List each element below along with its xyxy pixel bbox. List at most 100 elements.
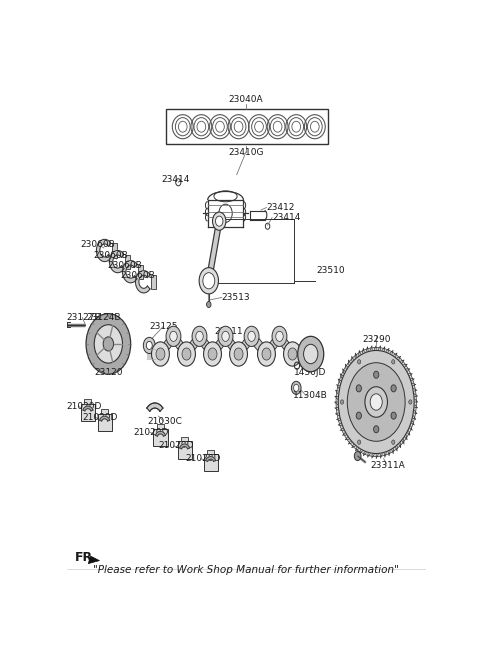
Circle shape (391, 412, 396, 419)
Text: 23111: 23111 (215, 327, 243, 336)
Text: 23513: 23513 (222, 293, 251, 302)
Text: 21020D: 21020D (83, 413, 118, 422)
Polygon shape (266, 329, 279, 360)
Circle shape (358, 359, 361, 364)
Text: 23414: 23414 (272, 213, 300, 222)
Text: 23311A: 23311A (371, 461, 406, 470)
Circle shape (272, 326, 287, 346)
Text: 23125: 23125 (149, 321, 178, 331)
Text: 23060B: 23060B (94, 251, 128, 260)
Circle shape (288, 348, 297, 360)
Text: 23060B: 23060B (120, 271, 155, 280)
Text: 23412: 23412 (266, 203, 295, 212)
Circle shape (203, 273, 215, 289)
Circle shape (146, 341, 152, 350)
Bar (84, 400, 91, 403)
Circle shape (392, 359, 395, 364)
Circle shape (196, 331, 203, 341)
Polygon shape (122, 260, 137, 283)
Polygon shape (100, 416, 109, 421)
Polygon shape (206, 220, 222, 281)
Circle shape (392, 440, 395, 444)
Circle shape (234, 348, 243, 360)
Polygon shape (213, 329, 226, 360)
Text: 21020D: 21020D (67, 401, 102, 411)
Circle shape (409, 400, 412, 404)
Bar (207, 450, 214, 454)
Text: 23410G: 23410G (228, 148, 264, 157)
Bar (101, 409, 108, 414)
Polygon shape (109, 251, 124, 273)
Bar (112, 243, 117, 258)
Text: 21020D: 21020D (158, 441, 194, 451)
Circle shape (262, 348, 271, 360)
Polygon shape (279, 329, 292, 360)
Circle shape (218, 326, 233, 346)
Text: "Please refer to Work Shop Manual for further information": "Please refer to Work Shop Manual for fu… (93, 565, 399, 575)
Circle shape (391, 385, 396, 392)
Bar (181, 437, 188, 441)
Circle shape (356, 385, 361, 392)
Circle shape (340, 400, 344, 404)
Polygon shape (96, 239, 111, 262)
Text: 23060B: 23060B (107, 261, 142, 270)
Bar (125, 255, 130, 269)
Text: 23060B: 23060B (81, 240, 115, 249)
Text: FR.: FR. (75, 551, 98, 564)
Circle shape (291, 381, 301, 394)
Polygon shape (200, 329, 213, 360)
Circle shape (373, 371, 379, 379)
Circle shape (303, 344, 318, 363)
Circle shape (356, 412, 361, 419)
Polygon shape (147, 403, 163, 411)
Circle shape (199, 268, 218, 294)
Text: 23040A: 23040A (228, 95, 264, 104)
Polygon shape (88, 556, 99, 564)
Circle shape (365, 387, 387, 417)
Circle shape (94, 325, 122, 363)
Circle shape (358, 440, 361, 444)
Polygon shape (186, 329, 200, 360)
Circle shape (103, 337, 114, 351)
Circle shape (373, 426, 379, 433)
Bar (81, 403, 95, 420)
Circle shape (156, 348, 165, 360)
Circle shape (276, 331, 283, 341)
Circle shape (166, 326, 181, 346)
Circle shape (152, 342, 169, 366)
Bar (151, 275, 156, 289)
Polygon shape (156, 432, 166, 436)
Text: 11304B: 11304B (293, 392, 328, 400)
Text: 23290: 23290 (362, 335, 390, 344)
Circle shape (338, 350, 414, 453)
Polygon shape (252, 329, 266, 360)
Circle shape (298, 337, 324, 372)
Circle shape (204, 342, 221, 366)
Polygon shape (205, 457, 216, 461)
Polygon shape (180, 444, 190, 449)
Circle shape (229, 342, 248, 366)
Circle shape (213, 212, 226, 230)
Circle shape (222, 331, 229, 341)
Polygon shape (147, 403, 163, 411)
Circle shape (336, 348, 416, 457)
Text: 23124B: 23124B (86, 313, 120, 322)
Circle shape (219, 204, 232, 222)
Circle shape (144, 337, 155, 354)
Text: 1430JD: 1430JD (294, 368, 327, 377)
Text: 23127B: 23127B (67, 313, 101, 322)
Text: 23414: 23414 (161, 175, 190, 184)
Circle shape (86, 314, 131, 374)
Circle shape (208, 348, 217, 360)
Text: 23120: 23120 (94, 367, 122, 377)
Circle shape (284, 342, 301, 366)
Text: 21020D: 21020D (133, 428, 169, 437)
Bar (204, 454, 218, 471)
Polygon shape (239, 329, 252, 360)
Circle shape (216, 216, 223, 226)
Circle shape (258, 342, 276, 366)
Circle shape (244, 326, 259, 346)
Circle shape (206, 302, 211, 308)
Bar (157, 424, 164, 429)
Bar (97, 414, 112, 431)
